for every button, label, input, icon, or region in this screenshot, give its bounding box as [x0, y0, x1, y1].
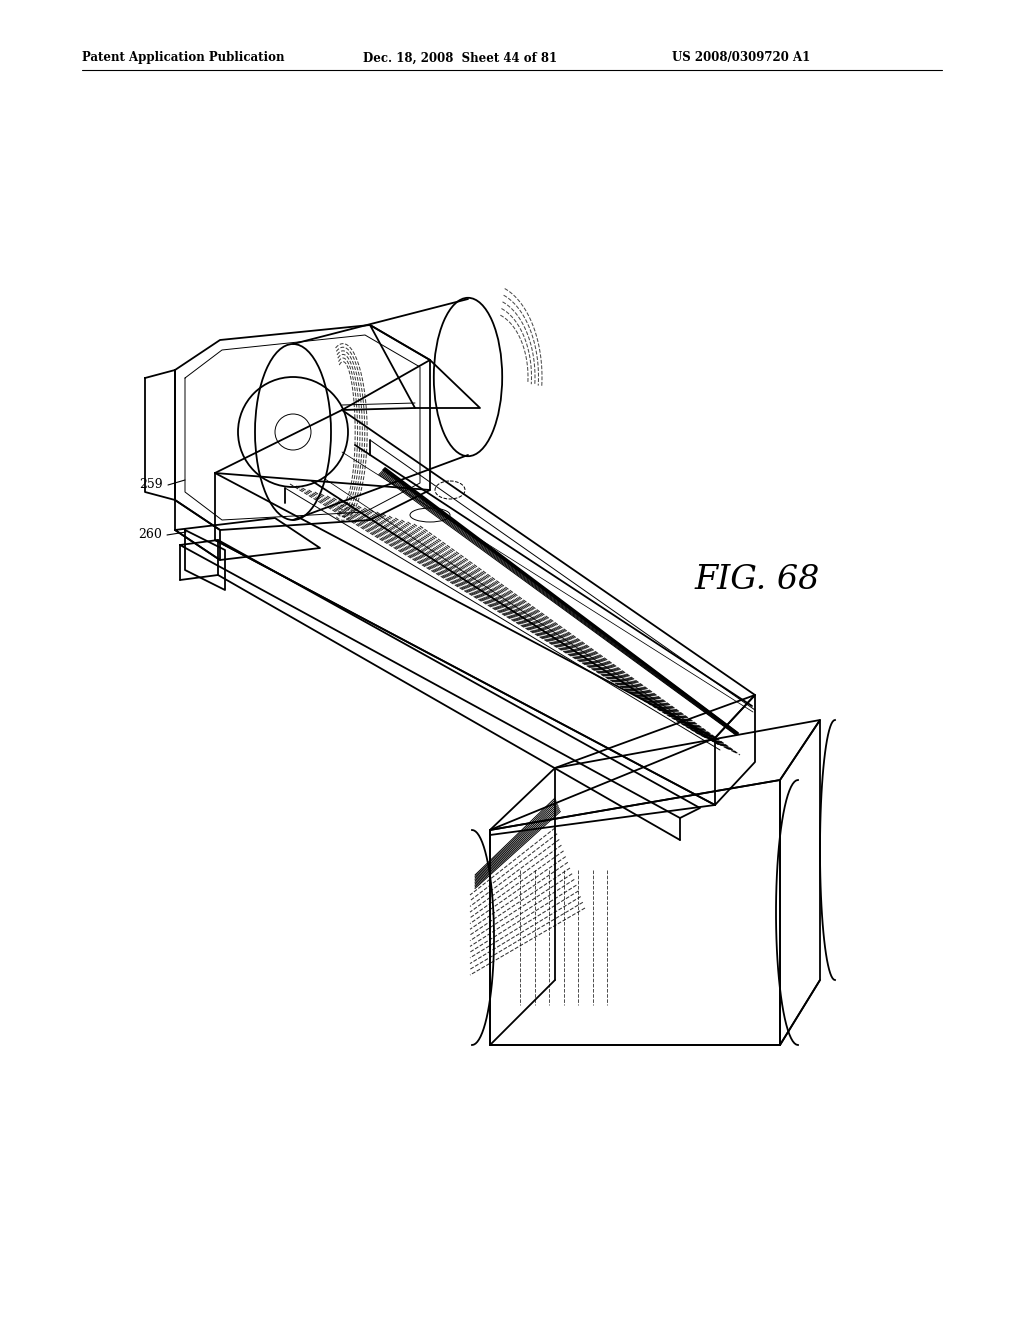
Text: FIG. 68: FIG. 68	[695, 564, 820, 597]
Text: 260: 260	[138, 528, 162, 541]
Text: Patent Application Publication: Patent Application Publication	[82, 51, 285, 65]
Text: Dec. 18, 2008  Sheet 44 of 81: Dec. 18, 2008 Sheet 44 of 81	[362, 51, 557, 65]
Text: US 2008/0309720 A1: US 2008/0309720 A1	[672, 51, 810, 65]
Text: 259: 259	[139, 479, 163, 491]
